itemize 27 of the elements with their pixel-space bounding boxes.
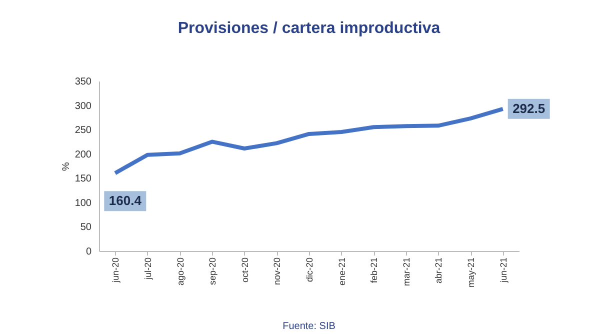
y-tick-label: 350 xyxy=(74,76,92,88)
data-label: 292.5 xyxy=(512,100,546,116)
x-tick-label: jun-21 xyxy=(498,258,508,284)
y-tick-label: 250 xyxy=(74,125,92,136)
x-tick-label: feb-21 xyxy=(369,258,380,284)
y-tick-label: 300 xyxy=(74,100,92,112)
line-series xyxy=(113,106,505,176)
x-tick-label: jun-20 xyxy=(110,258,121,284)
y-tick-label: 150 xyxy=(74,174,92,185)
x-tick-label: sep-20 xyxy=(208,258,218,286)
y-tick-label: 200 xyxy=(74,149,92,160)
x-tick-label: mar-21 xyxy=(401,258,412,286)
y-tick-label: 0 xyxy=(86,246,92,258)
x-tick-label: abr-21 xyxy=(434,258,444,284)
x-tick-label: may-21 xyxy=(466,258,476,288)
x-tick-label: nov-20 xyxy=(272,258,282,286)
data-label: 160.4 xyxy=(108,193,142,208)
x-tick-label: oct-20 xyxy=(240,258,250,283)
x-tick-label: dic-20 xyxy=(304,258,314,282)
y-axis-title: % xyxy=(60,162,72,171)
source-note: Fuente: SIB xyxy=(282,321,336,332)
chart-title: Provisiones / cartera improductiva xyxy=(178,20,440,37)
x-tick-label: ago-20 xyxy=(175,258,186,286)
y-tick-label: 100 xyxy=(74,198,92,209)
y-tick-label: 50 xyxy=(80,222,92,234)
x-tick-label: jul-20 xyxy=(142,258,153,281)
x-tick-label: ene-21 xyxy=(336,258,347,286)
